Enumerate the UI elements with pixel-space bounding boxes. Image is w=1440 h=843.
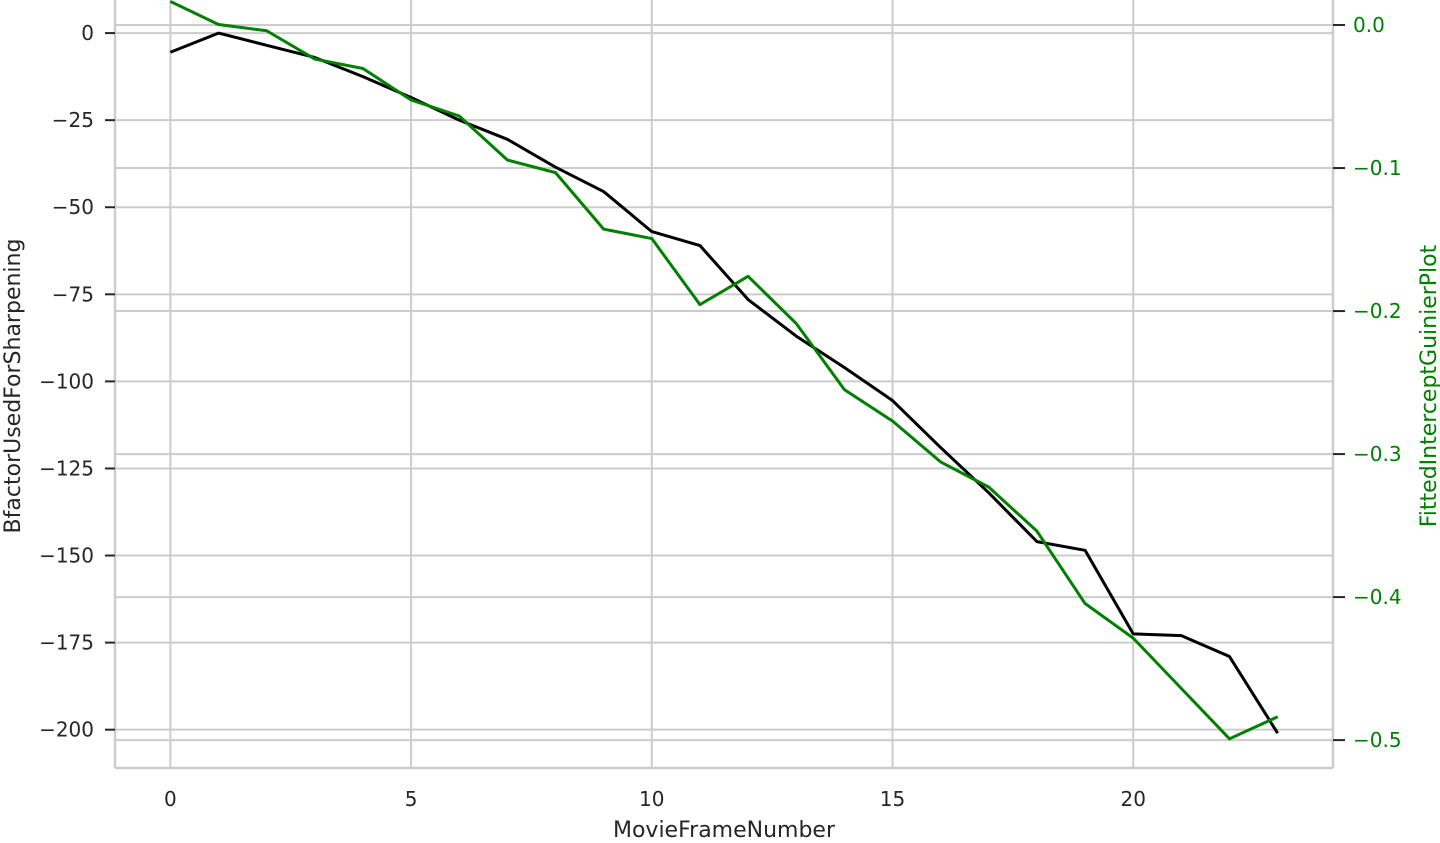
y-right-tick-label: −0.4 (1353, 585, 1402, 609)
y-right-tick-label: −0.5 (1353, 728, 1402, 752)
y-left-tick-label: −50 (52, 195, 94, 219)
series-layer (169, 0, 1279, 741)
grid (115, 0, 1333, 768)
y-left-tick-label: −150 (39, 544, 94, 568)
y-left-tick-label: −175 (39, 631, 94, 655)
y-right-tick-label: −0.3 (1353, 442, 1402, 466)
axis-ticks: 0 5 10 15 20 0 −25 −50 −75 −100 −125 −150 −175 −200 0.… (39, 13, 1402, 811)
x-tick-label: 10 (639, 787, 664, 811)
y-right-tick-label: −0.2 (1353, 299, 1402, 323)
x-tick-label: 0 (164, 787, 177, 811)
y-left-tick-label: −75 (52, 282, 94, 306)
y-left-tick-label: 0 (81, 21, 94, 45)
y-left-tick-label: −100 (39, 369, 94, 393)
y-right-tick-label: 0.0 (1353, 13, 1385, 37)
y-axis-left-label: BfactorUsedForSharpening (1, 239, 26, 534)
x-axis-label: MovieFrameNumber (613, 818, 836, 843)
y-left-tick-label: −200 (39, 718, 94, 742)
y-right-tick-label: −0.1 (1353, 156, 1402, 180)
x-tick-label: 15 (880, 787, 905, 811)
fitted-intercept-line (169, 0, 1279, 741)
y-axis-right-label: FittedInterceptGuinierPlot (1417, 244, 1440, 527)
bfactor-line (169, 31, 1279, 734)
plot-frame (113, 0, 1335, 770)
y-left-tick-label: −125 (39, 456, 94, 480)
x-tick-label: 5 (405, 787, 418, 811)
plot-background (115, 0, 1333, 768)
y-left-tick-label: −25 (52, 108, 94, 132)
x-tick-label: 20 (1120, 787, 1145, 811)
